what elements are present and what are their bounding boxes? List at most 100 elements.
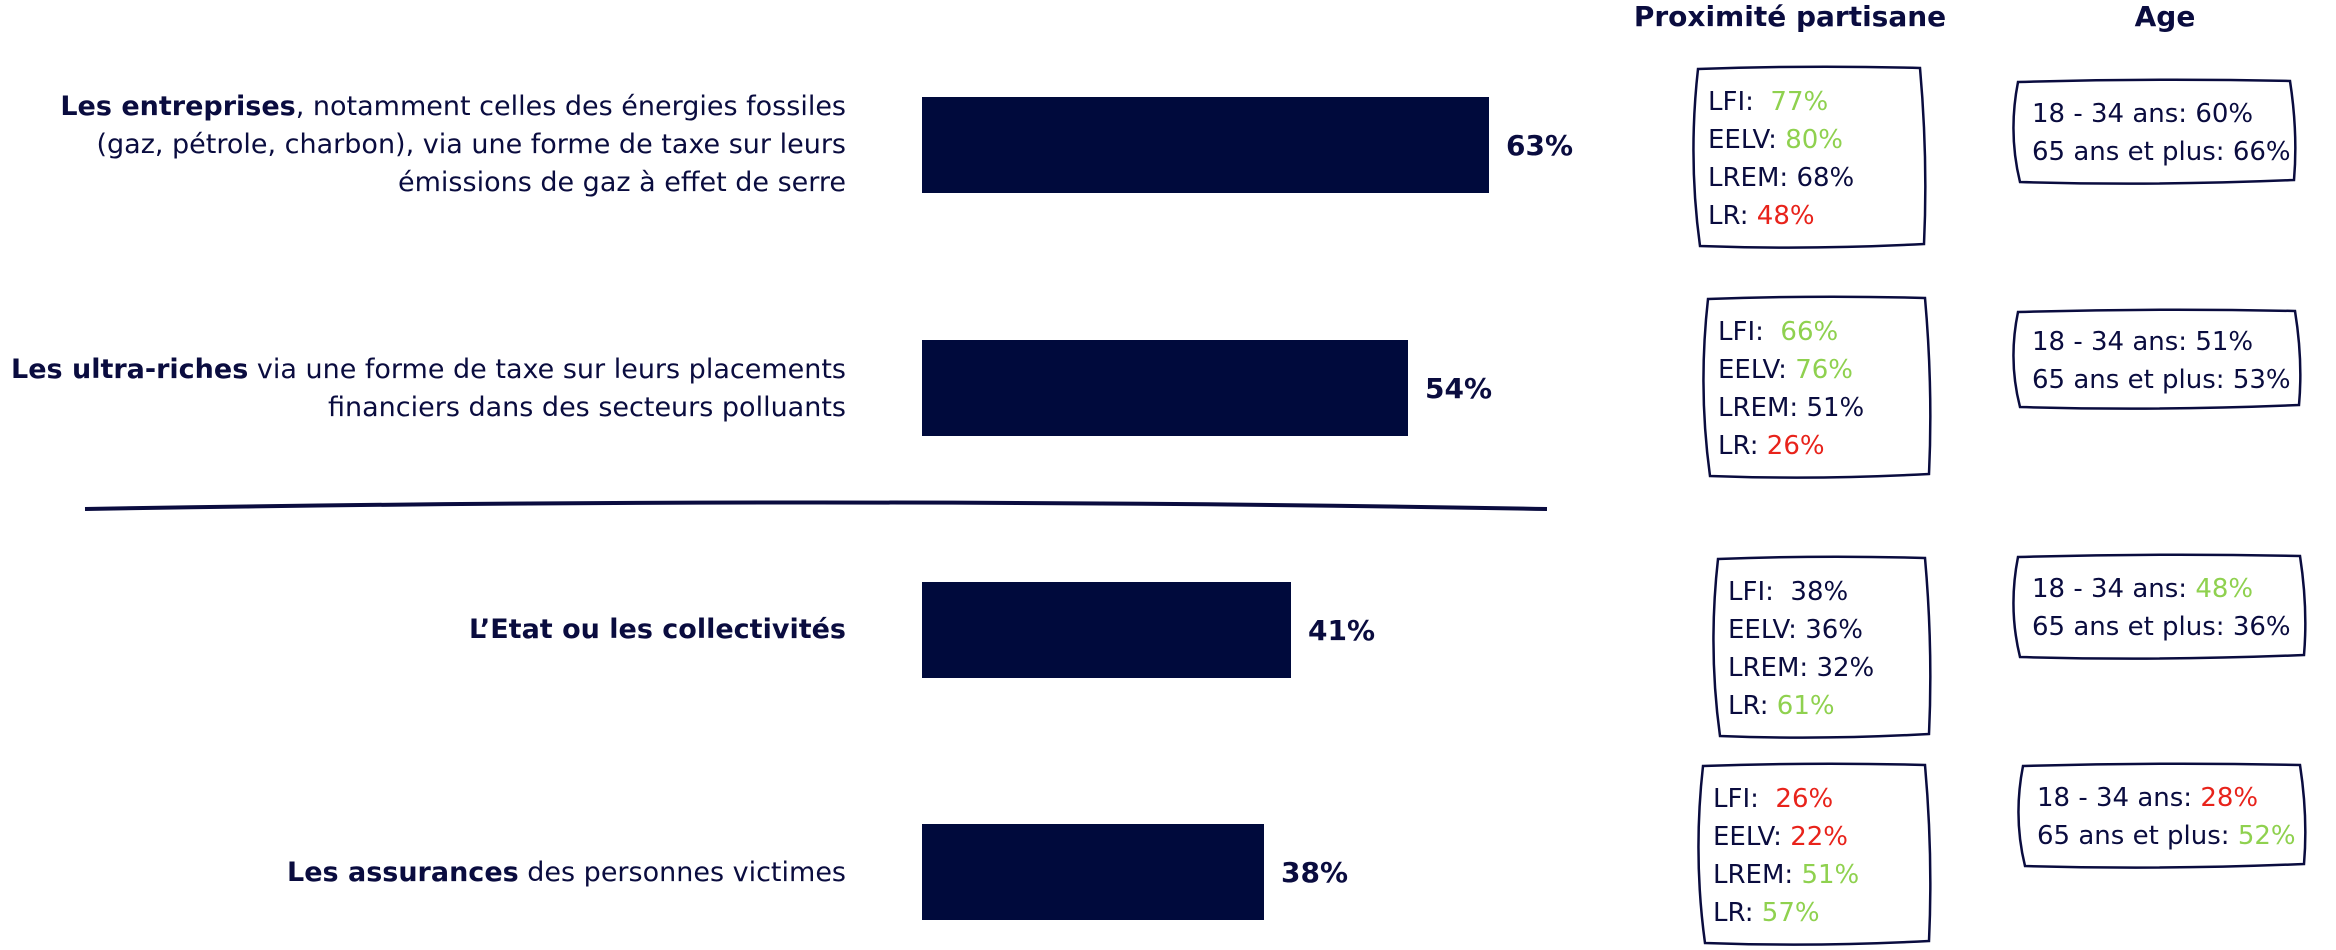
bubble-line: LREM: 51% (1718, 389, 1935, 427)
bubble-outline-path (1702, 295, 1932, 479)
bubble-line: EELV: 22% (1713, 818, 1935, 856)
bubble-line-value: 51% (1801, 859, 1860, 890)
bubble-line-label: LR: (1718, 430, 1767, 461)
party-bubble: LFI: 77% EELV: 80% LREM: 68% LR: 48% (1690, 65, 1930, 252)
bubble-line-value: 80% (1785, 124, 1843, 155)
bubble-line-label: EELV: (1708, 124, 1786, 155)
bubble-line-value: 51% (2195, 326, 2254, 357)
bubble-line-label: 18 - 34 ans: (2032, 326, 2196, 357)
bubble-line-value: 66% (1780, 316, 1839, 347)
age-bubble-outline (2012, 308, 2302, 410)
party-bubble: LFI: 66% EELV: 76% LREM: 51% LR: 26% (1700, 295, 1935, 482)
bubble-line: 18 - 34 ans: 60% (2032, 95, 2300, 133)
bubble-outline-path (2012, 553, 2307, 660)
party-bubble-outline (1712, 555, 1932, 739)
bubble-line-value: 52% (2237, 821, 2296, 851)
row-label-rest: , notamment celles des énergies fossiles… (96, 91, 846, 198)
bubble-line-label: 18 - 34 ans: (2037, 783, 2201, 813)
bubble-line: LFI: 66% (1718, 313, 1935, 351)
party-bubble-outline (1697, 762, 1932, 946)
bubble-line-label: LREM: (1728, 652, 1817, 683)
bubble-line: 65 ans et plus: 66% (2032, 133, 2300, 171)
bubble-outline-path (1692, 65, 1927, 249)
bubble-line-label: 18 - 34 ans: (2032, 574, 2196, 604)
age-bubble: 18 - 34 ans: 51% 65 ans et plus: 53% (2010, 308, 2305, 413)
bubble-outline-path (2012, 78, 2297, 185)
bubble-outline-path (2017, 762, 2307, 869)
bubble-line-value: 61% (1776, 690, 1835, 721)
bubble-line: 18 - 34 ans: 28% (2037, 779, 2310, 817)
bubble-line-label: LFI: (1728, 576, 1791, 607)
bar (922, 97, 1489, 193)
bubble-line-label: 65 ans et plus: (2032, 364, 2233, 395)
bubble-line: LREM: 51% (1713, 856, 1935, 894)
bubble-line: 65 ans et plus: 36% (2032, 608, 2310, 646)
bubble-line: EELV: 80% (1708, 121, 1930, 159)
divider-line (84, 500, 1548, 511)
bubble-line-value: 57% (1761, 897, 1820, 928)
bubble-line: 65 ans et plus: 53% (2032, 361, 2305, 399)
bar (922, 824, 1264, 920)
bubble-line-value: 76% (1795, 354, 1853, 385)
row-label: Les assurances des personnes victimes (0, 848, 846, 898)
party-column-header: Proximité partisane (1633, 0, 1947, 33)
bubble-outline-path (1712, 555, 1932, 739)
bubble-line-label: LREM: (1718, 392, 1807, 423)
bubble-line-value: 32% (1816, 652, 1875, 683)
bar-value-label: 41% (1308, 614, 1375, 647)
bubble-line-value: 53% (2232, 364, 2291, 395)
row-label: Les ultra-riches via une forme de taxe s… (0, 337, 846, 441)
bubble-line: LREM: 32% (1728, 649, 1935, 687)
row-label-rest: des personnes victimes (518, 857, 846, 888)
party-bubble: LFI: 26% EELV: 22% LREM: 51% LR: 57% (1695, 762, 1935, 949)
bubble-outline-path (2012, 308, 2302, 410)
bubble-line-value: 28% (2200, 783, 2259, 813)
age-bubble-outline (2012, 553, 2307, 660)
bubble-line: LREM: 68% (1708, 159, 1930, 197)
age-bubble: 18 - 34 ans: 28% 65 ans et plus: 52% (2015, 762, 2310, 872)
bubble-line: EELV: 36% (1728, 611, 1935, 649)
bubble-line-value: 48% (2195, 574, 2254, 604)
bar (922, 340, 1408, 436)
row-label-rest: via une forme de taxe sur leurs placemen… (248, 354, 846, 423)
age-column-header: Age (2134, 0, 2196, 33)
bubble-line: EELV: 76% (1718, 351, 1935, 389)
age-bubble-outline (2017, 762, 2307, 869)
bubble-line-label: LR: (1708, 200, 1757, 231)
bubble-line-label: LREM: (1713, 859, 1802, 890)
bubble-line: 18 - 34 ans: 51% (2032, 323, 2305, 361)
bubble-line: LR: 26% (1718, 427, 1935, 465)
bubble-line-label: EELV: (1718, 354, 1796, 385)
bar-value-label: 63% (1506, 129, 1573, 162)
bubble-line-label: 65 ans et plus: (2032, 612, 2233, 642)
bubble-line: 18 - 34 ans: 48% (2032, 570, 2310, 608)
bubble-line: LR: 61% (1728, 687, 1935, 725)
bubble-line: 65 ans et plus: 52% (2037, 817, 2310, 855)
bubble-line: LR: 57% (1713, 894, 1935, 932)
age-bubble-outline (2012, 78, 2297, 185)
bubble-line-label: LR: (1728, 690, 1777, 721)
bubble-line-value: 38% (1790, 576, 1849, 607)
row-label-bold: L’Etat ou les collectivités (468, 614, 846, 645)
bubble-line: LFI: 38% (1728, 573, 1935, 611)
bubble-outline-path (1697, 762, 1932, 946)
bar (922, 582, 1291, 678)
bubble-line-label: LFI: (1708, 86, 1771, 117)
bubble-line-value: 60% (2195, 99, 2254, 129)
bubble-line-value: 26% (1775, 783, 1834, 814)
bubble-line-value: 26% (1766, 430, 1825, 461)
bubble-line-label: EELV: (1728, 614, 1806, 645)
party-bubble-outline (1702, 295, 1932, 479)
party-bubble: LFI: 38% EELV: 36% LREM: 32% LR: 61% (1710, 555, 1935, 742)
bubble-line-label: 65 ans et plus: (2032, 137, 2233, 167)
age-bubble: 18 - 34 ans: 60% 65 ans et plus: 66% (2010, 78, 2300, 188)
bubble-line-label: EELV: (1713, 821, 1791, 852)
bubble-line: LR: 48% (1708, 197, 1930, 235)
bubble-line-label: LFI: (1718, 316, 1781, 347)
bubble-line-value: 68% (1796, 162, 1855, 193)
bubble-line-label: 18 - 34 ans: (2032, 99, 2196, 129)
bar-value-label: 54% (1425, 372, 1492, 405)
row-label-bold: Les assurances (286, 857, 519, 888)
bubble-line-label: LREM: (1708, 162, 1797, 193)
